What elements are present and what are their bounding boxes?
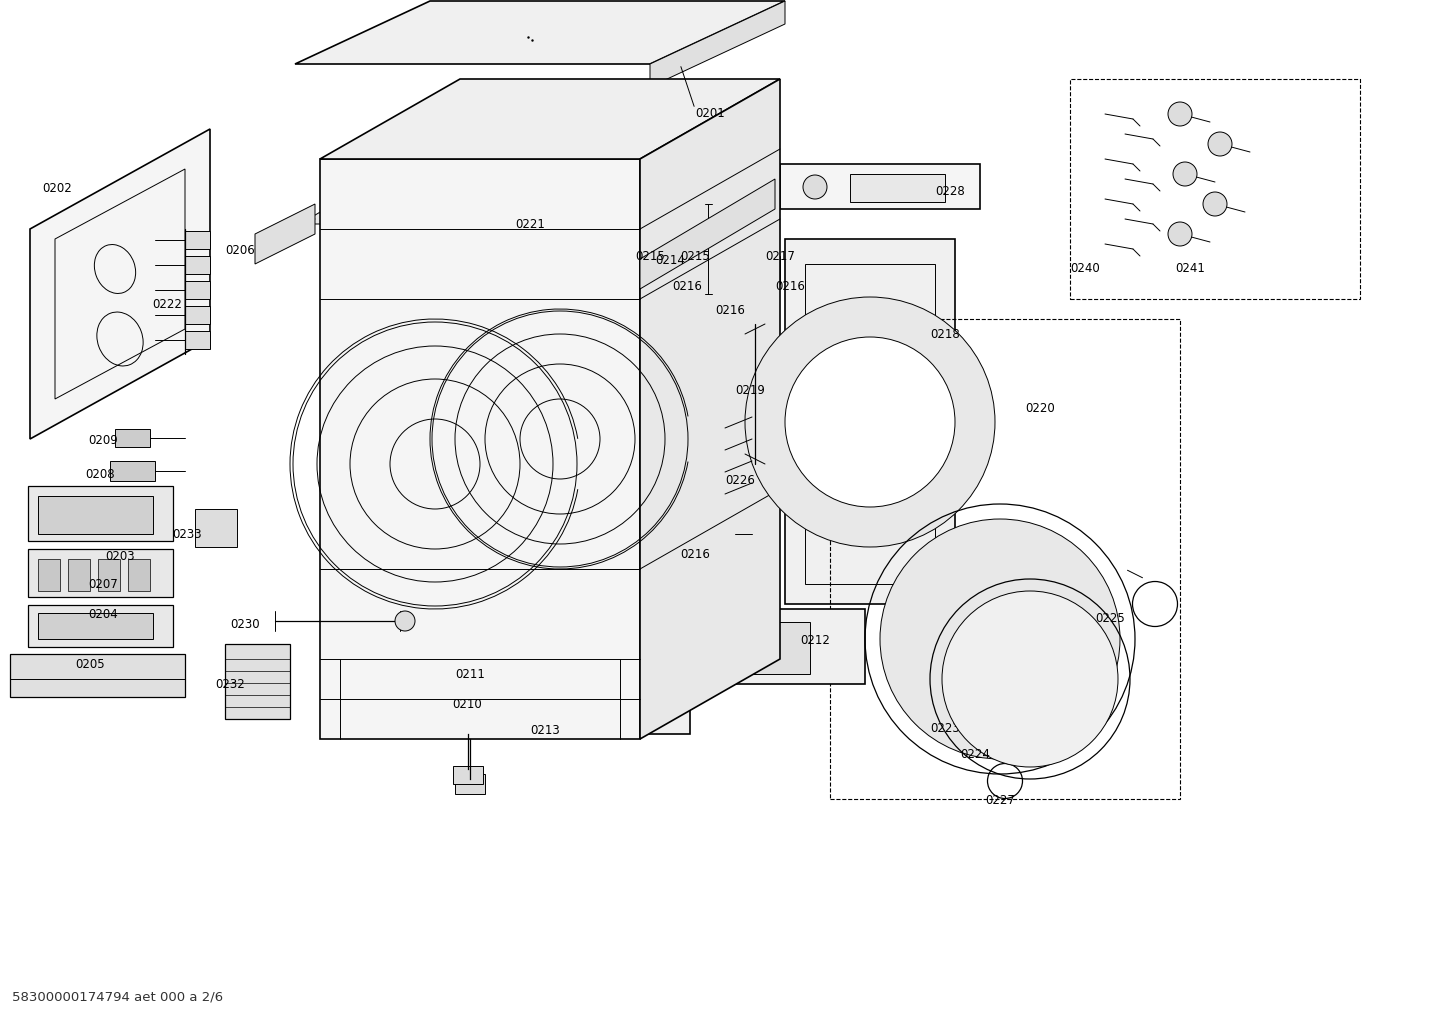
Text: 0209: 0209 xyxy=(88,434,118,447)
Bar xyxy=(128,559,150,591)
Bar xyxy=(725,622,810,674)
Circle shape xyxy=(1168,102,1193,126)
Polygon shape xyxy=(640,179,774,289)
Circle shape xyxy=(1208,132,1231,156)
Bar xyxy=(751,506,770,561)
Bar xyxy=(27,486,173,541)
Bar xyxy=(849,174,945,202)
Text: 0233: 0233 xyxy=(172,528,202,540)
Bar xyxy=(435,645,495,677)
Circle shape xyxy=(880,519,1120,759)
Text: 0221: 0221 xyxy=(515,217,545,230)
Polygon shape xyxy=(10,654,185,697)
Bar xyxy=(505,645,590,677)
Bar xyxy=(456,774,485,794)
Bar xyxy=(37,496,153,534)
Text: 0212: 0212 xyxy=(800,635,831,647)
Polygon shape xyxy=(255,204,314,264)
Text: 0214: 0214 xyxy=(655,255,685,268)
Bar xyxy=(110,461,154,481)
Text: 0216: 0216 xyxy=(715,305,746,318)
Text: 0211: 0211 xyxy=(456,667,485,681)
Bar xyxy=(751,256,780,284)
Text: 0201: 0201 xyxy=(695,107,725,120)
Bar xyxy=(1070,79,1360,299)
Bar xyxy=(98,559,120,591)
Bar xyxy=(185,256,211,274)
Text: 0204: 0204 xyxy=(88,607,118,621)
Bar xyxy=(780,164,981,209)
Bar xyxy=(185,306,211,324)
Text: 0210: 0210 xyxy=(451,697,482,710)
Text: 0202: 0202 xyxy=(42,182,72,196)
Text: 0223: 0223 xyxy=(930,722,960,736)
Bar xyxy=(831,319,1180,799)
Text: 0227: 0227 xyxy=(985,795,1015,807)
Polygon shape xyxy=(300,144,774,224)
Polygon shape xyxy=(784,239,955,604)
Circle shape xyxy=(395,611,415,631)
Circle shape xyxy=(942,591,1118,767)
Text: 0230: 0230 xyxy=(231,618,260,631)
Bar xyxy=(27,549,173,597)
Text: 0218: 0218 xyxy=(930,327,960,340)
Circle shape xyxy=(1203,192,1227,216)
Polygon shape xyxy=(320,159,640,739)
Polygon shape xyxy=(640,79,780,739)
Text: 0206: 0206 xyxy=(225,245,255,258)
Bar xyxy=(185,231,211,249)
Text: 0240: 0240 xyxy=(1070,263,1100,275)
Text: 0205: 0205 xyxy=(75,657,105,671)
Bar xyxy=(185,331,211,348)
Text: 0203: 0203 xyxy=(105,550,134,564)
Polygon shape xyxy=(296,1,784,64)
Bar xyxy=(405,632,624,687)
Text: 0207: 0207 xyxy=(88,578,118,590)
Text: 0222: 0222 xyxy=(151,298,182,311)
Text: 0216: 0216 xyxy=(672,280,702,293)
Circle shape xyxy=(746,297,995,547)
Polygon shape xyxy=(320,79,780,159)
Bar xyxy=(185,281,211,299)
Text: 0232: 0232 xyxy=(215,678,245,691)
Text: 0215: 0215 xyxy=(681,251,709,264)
Bar xyxy=(195,510,236,547)
Text: 0217: 0217 xyxy=(766,251,795,264)
Text: 0241: 0241 xyxy=(1175,263,1206,275)
Text: 0228: 0228 xyxy=(934,184,965,198)
Bar xyxy=(225,644,290,719)
Text: 0216: 0216 xyxy=(681,547,709,560)
Circle shape xyxy=(784,337,955,507)
Polygon shape xyxy=(30,129,211,439)
Text: 0215: 0215 xyxy=(634,251,665,264)
Text: 0224: 0224 xyxy=(960,748,989,760)
Bar xyxy=(756,292,777,314)
Bar xyxy=(68,559,89,591)
Text: 0213: 0213 xyxy=(531,725,559,738)
Bar xyxy=(709,609,865,684)
Bar xyxy=(453,766,483,784)
Circle shape xyxy=(1168,222,1193,246)
Bar xyxy=(805,264,934,584)
Circle shape xyxy=(1172,162,1197,186)
Text: 0219: 0219 xyxy=(735,384,764,397)
Bar xyxy=(37,613,153,639)
Text: 0220: 0220 xyxy=(1025,403,1054,416)
Bar xyxy=(37,559,61,591)
Text: 0216: 0216 xyxy=(774,280,805,293)
Polygon shape xyxy=(650,1,784,87)
Text: 0225: 0225 xyxy=(1094,612,1125,626)
Text: 0226: 0226 xyxy=(725,475,754,487)
Text: 0208: 0208 xyxy=(85,468,114,481)
Circle shape xyxy=(803,175,828,199)
Bar xyxy=(435,699,691,734)
Bar xyxy=(115,429,150,447)
Text: 58300000174794 aet 000 a 2/6: 58300000174794 aet 000 a 2/6 xyxy=(12,990,224,1004)
Bar xyxy=(27,605,173,647)
